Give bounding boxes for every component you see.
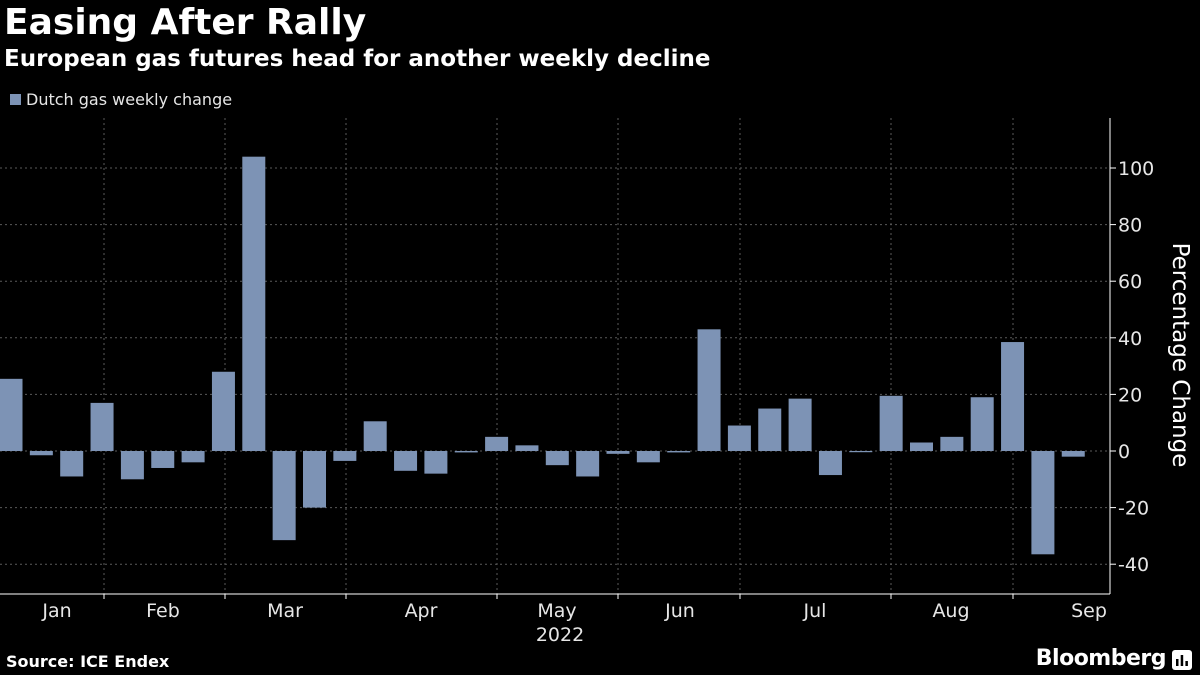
bar-week-17 <box>485 436 509 451</box>
bar-week-1 <box>0 378 23 451</box>
x-tick-label-jul: Jul <box>803 600 827 622</box>
x-tick-label-mar: Mar <box>267 600 303 622</box>
bar-week-24 <box>697 329 721 451</box>
chart-subtitle: European gas futures head for another we… <box>4 46 711 72</box>
bar-week-26 <box>758 408 782 451</box>
bar-week-18 <box>515 445 539 451</box>
x-tick-label-jun: Jun <box>664 600 695 622</box>
legend: Dutch gas weekly change <box>10 90 232 109</box>
x-tick-label-feb: Feb <box>146 600 180 622</box>
bar-week-9 <box>242 156 266 451</box>
bar-week-31 <box>910 442 933 451</box>
bar-week-21 <box>606 451 630 454</box>
bar-week-4 <box>90 402 114 451</box>
y-tick-label: 80 <box>1118 215 1142 237</box>
bar-week-33 <box>970 397 994 451</box>
x-tick-label-aug: Aug <box>932 600 969 622</box>
x-axis-year-label: 2022 <box>536 624 584 646</box>
bar-week-14 <box>394 451 418 471</box>
y-tick-label: 100 <box>1118 158 1154 180</box>
y-axis-title: Percentage Change <box>1167 243 1193 468</box>
bloomberg-chart-icon <box>1172 650 1192 670</box>
y-tick-label: -20 <box>1118 498 1149 520</box>
y-tick-label: -40 <box>1118 554 1149 576</box>
bar-week-11 <box>303 451 326 508</box>
source-note: Source: ICE Endex <box>6 652 170 671</box>
legend-swatch <box>10 94 21 105</box>
y-tick-label: 20 <box>1118 384 1142 406</box>
bar-week-7 <box>181 451 205 463</box>
bar-week-16 <box>454 451 478 453</box>
bar-week-15 <box>424 451 448 474</box>
x-tick-label-may: May <box>537 600 576 622</box>
y-tick-label: 60 <box>1118 271 1142 293</box>
bar-week-10 <box>272 451 296 541</box>
bar-week-36 <box>1061 451 1085 457</box>
bar-week-6 <box>151 451 175 468</box>
x-tick-label-sep: Sep <box>1071 600 1107 622</box>
bar-week-5 <box>120 451 144 480</box>
bar-week-12 <box>333 451 357 461</box>
bar-week-2 <box>29 451 53 456</box>
bar-week-29 <box>849 451 873 453</box>
bar-week-13 <box>363 421 387 451</box>
legend-label: Dutch gas weekly change <box>26 90 233 109</box>
x-tick-label-jan: Jan <box>41 600 71 622</box>
bar-week-32 <box>940 436 964 451</box>
bar-week-35 <box>1031 451 1055 555</box>
x-tick-label-apr: Apr <box>405 600 438 622</box>
bar-week-25 <box>727 425 751 451</box>
bar-week-30 <box>879 395 903 451</box>
bar-week-28 <box>818 451 842 476</box>
bar-week-23 <box>667 451 691 453</box>
brand-logo-text: Bloomberg <box>1035 646 1167 671</box>
chart-title: Easing After Rally <box>4 2 367 43</box>
bar-week-3 <box>60 451 84 477</box>
bar-week-20 <box>576 451 600 477</box>
bar-week-34 <box>1001 342 1025 451</box>
y-tick-label: 40 <box>1118 328 1142 350</box>
bar-week-27 <box>788 398 812 451</box>
bar-week-19 <box>545 451 569 466</box>
bar-week-22 <box>636 451 660 463</box>
y-tick-label: 0 <box>1118 441 1130 463</box>
bar-week-8 <box>211 371 235 451</box>
